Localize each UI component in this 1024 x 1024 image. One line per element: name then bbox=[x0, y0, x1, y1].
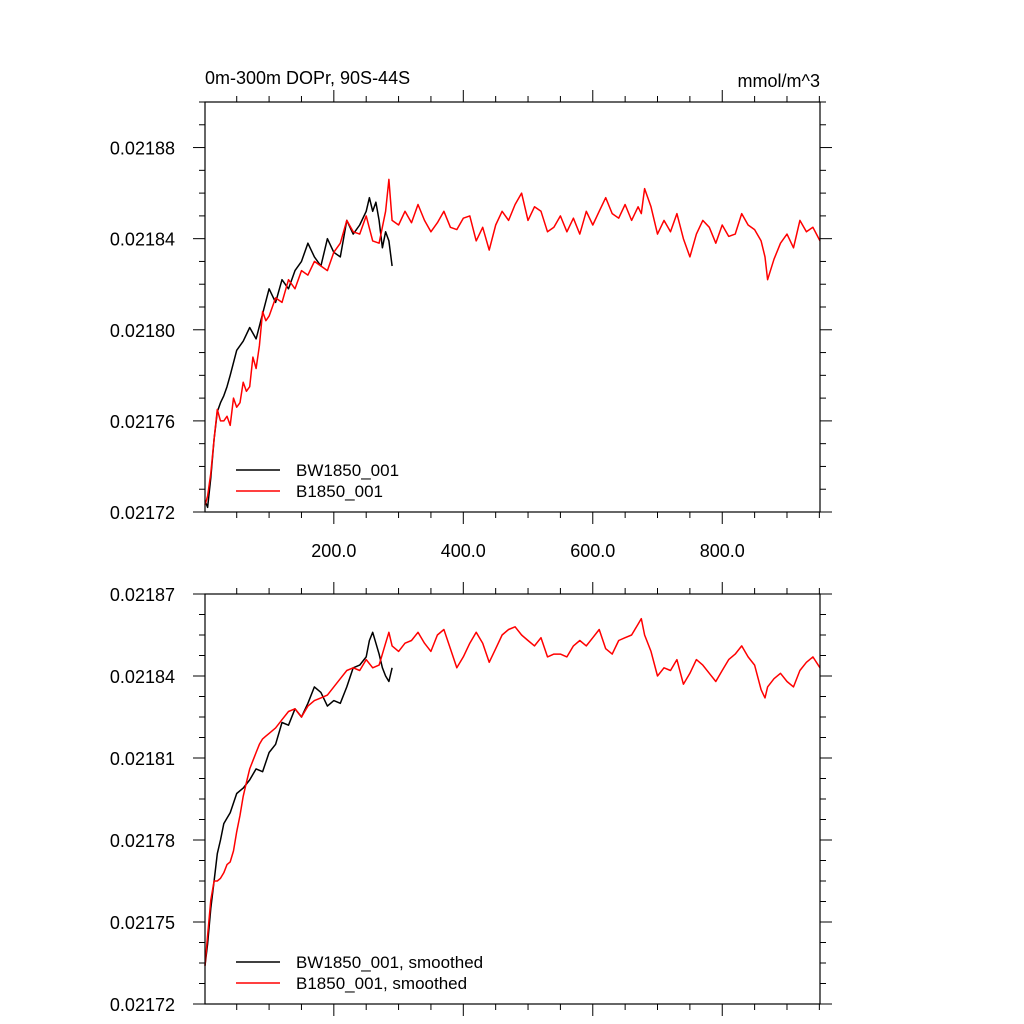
top-panel: 0m-300m DOPr, 90S-44S mmol/m^3 0.021720.… bbox=[110, 68, 832, 561]
bottom-panel: 0.02172 0.02175 0.02178 0.02181 0.02184 0.021… bbox=[110, 582, 832, 1016]
legend-label-b1850-001-smoothed: B1850_001, smoothed bbox=[296, 974, 467, 993]
series-line-bw1850-001-smoothed bbox=[204, 631, 393, 966]
top-panel-series bbox=[204, 178, 821, 509]
series-line-bw1850-001 bbox=[204, 196, 393, 509]
y-tick-label: 0.02176 bbox=[110, 412, 175, 432]
y-tick-label: 0.02180 bbox=[110, 321, 175, 341]
y-tick-label: 0.02184 bbox=[110, 667, 175, 687]
y-tick-label: 0.02178 bbox=[110, 831, 175, 851]
y-tick-label: 0.02181 bbox=[110, 749, 175, 769]
y-tick-label: 0.02175 bbox=[110, 913, 175, 933]
top-panel-frame bbox=[204, 101, 821, 513]
legend-label-bw1850-001: BW1850_001 bbox=[296, 461, 399, 480]
x-tick-label: 600.0 bbox=[570, 541, 615, 561]
top-legend: BW1850_001 B1850_001 bbox=[236, 461, 399, 501]
series-line-b1850-001-smoothed bbox=[204, 617, 821, 966]
bottom-panel-series bbox=[204, 617, 821, 966]
bottom-legend: BW1850_001, smoothed B1850_001, smoothed bbox=[236, 953, 483, 993]
y-tick-label: 0.02172 bbox=[110, 995, 175, 1015]
y-tick-label: 0.02184 bbox=[110, 230, 175, 250]
legend-label-bw1850-001-smoothed: BW1850_001, smoothed bbox=[296, 953, 483, 972]
x-tick-label: 400.0 bbox=[441, 541, 486, 561]
bottom-panel-ticks: 0.02172 0.02175 0.02178 0.02181 0.02184 0.021… bbox=[110, 582, 832, 1016]
x-tick-label: 200.0 bbox=[311, 541, 356, 561]
y-tick-label: 0.02187 bbox=[110, 585, 175, 605]
series-line-b1850-001 bbox=[204, 178, 821, 506]
top-panel-ticks: 0.02172 0.02176 0.02180 0.02184 0.02188 200.0… bbox=[110, 90, 832, 561]
legend-label-b1850-001: B1850_001 bbox=[296, 482, 383, 501]
y-tick-label: 0.02188 bbox=[110, 139, 175, 159]
y-tick-label: 0.02172 bbox=[110, 503, 175, 523]
units-label: mmol/m^3 bbox=[738, 71, 820, 91]
bottom-panel-frame bbox=[204, 593, 821, 1005]
x-tick-label: 800.0 bbox=[700, 541, 745, 561]
chart-title: 0m-300m DOPr, 90S-44S bbox=[205, 68, 410, 88]
